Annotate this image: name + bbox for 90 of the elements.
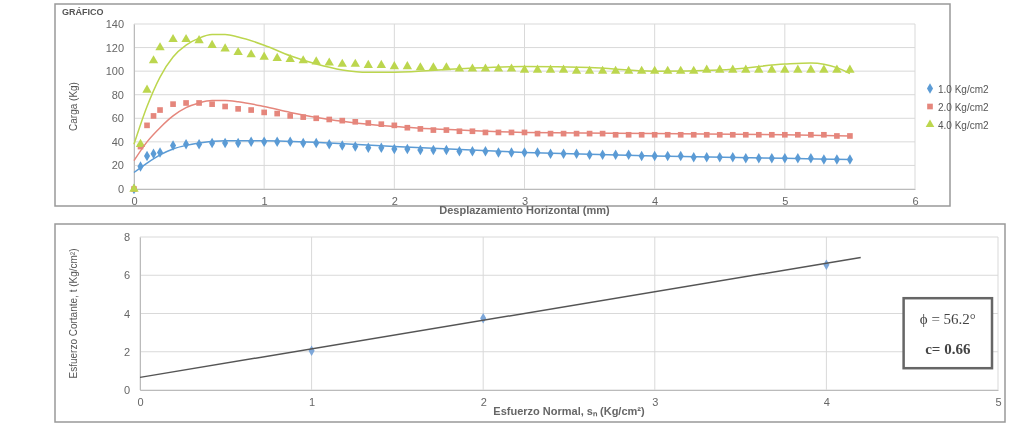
y-tick-label: 120 [105, 41, 124, 54]
point [532, 64, 543, 73]
point [222, 103, 228, 110]
point [235, 106, 241, 112]
point [729, 131, 736, 138]
x-tick-label: 3 [652, 395, 659, 408]
line-series [133, 99, 851, 162]
point [389, 61, 400, 70]
point [806, 64, 816, 73]
y-axis-title: Esfuerzo Cortante, t (Kg/cm²) [68, 248, 79, 379]
point [324, 57, 334, 66]
chart-title: GRÁFICO [62, 7, 104, 17]
point [597, 65, 608, 74]
point [519, 64, 530, 73]
y-tick-label: 2 [123, 345, 130, 358]
point [207, 39, 217, 48]
point [767, 64, 777, 73]
x-tick-label: 0 [137, 395, 144, 408]
legend-label: 2.0 Kg/cm2 [938, 101, 990, 113]
point [363, 59, 373, 68]
y-tick-label: 0 [123, 384, 130, 397]
legend-label: 4.0 Kg/cm2 [938, 119, 990, 131]
point [233, 46, 243, 55]
point [155, 42, 165, 51]
point [135, 138, 146, 147]
point [337, 58, 347, 67]
y-tick-label: 40 [111, 135, 124, 148]
point [793, 64, 803, 73]
point [819, 64, 829, 73]
point [376, 59, 386, 68]
point [780, 64, 790, 73]
y-tick-label: 20 [111, 159, 124, 172]
point [272, 52, 282, 61]
y-tick-label: 140 [105, 18, 124, 31]
legend-label: 1.0 Kg/cm2 [938, 83, 990, 95]
x-tick-label: 5 [782, 194, 789, 207]
point [847, 133, 853, 139]
point [170, 101, 176, 107]
point [142, 84, 152, 93]
x-tick-label: 2 [391, 194, 398, 207]
point [168, 33, 178, 43]
annotation: c= 0.66 [925, 341, 971, 358]
y-tick-label: 80 [111, 88, 124, 101]
point [558, 64, 569, 73]
point [742, 131, 749, 138]
point [259, 51, 269, 60]
point [157, 107, 163, 113]
point [768, 131, 775, 138]
point [150, 113, 157, 119]
x-tick-label: 4 [652, 194, 659, 207]
point [584, 65, 595, 74]
y-tick-label: 100 [105, 65, 124, 78]
point [274, 110, 281, 117]
point [754, 64, 764, 73]
x-tick-label: 1 [309, 395, 316, 408]
point [845, 64, 855, 73]
point [545, 64, 556, 73]
y-tick-label: 0 [117, 183, 124, 196]
point [287, 113, 294, 119]
point [832, 64, 842, 73]
point [664, 131, 671, 138]
annotation: ϕ = 56.2° [919, 311, 976, 328]
point [571, 65, 582, 74]
x-axis-title: Esfuerzo Normal, sₙ (Kg/cm²) [493, 405, 645, 417]
point [755, 131, 762, 138]
point [148, 55, 159, 64]
point [415, 62, 426, 71]
point [350, 58, 360, 67]
point [261, 109, 267, 116]
point [402, 61, 413, 70]
point [821, 131, 827, 138]
point [834, 133, 840, 139]
x-tick-label: 5 [995, 395, 1002, 408]
point [183, 100, 189, 106]
x-tick-label: 0 [131, 194, 138, 207]
x-tick-label: 1 [261, 194, 268, 207]
x-axis-title: Desplazamiento Horizontal (mm) [439, 204, 611, 216]
x-tick-label: 2 [480, 395, 487, 408]
x-tick-label: 4 [823, 395, 830, 408]
x-tick-label: 3 [521, 194, 529, 207]
y-tick-label: 8 [123, 231, 130, 244]
y-tick-label: 6 [123, 269, 130, 282]
point [248, 107, 254, 113]
y-tick-label: 60 [111, 112, 124, 125]
y-axis-title: Carga (Kg) [68, 82, 79, 131]
point [181, 33, 191, 43]
point [209, 101, 215, 107]
x-tick-label: 6 [912, 194, 919, 207]
point [144, 122, 150, 129]
y-tick-label: 4 [123, 307, 130, 320]
